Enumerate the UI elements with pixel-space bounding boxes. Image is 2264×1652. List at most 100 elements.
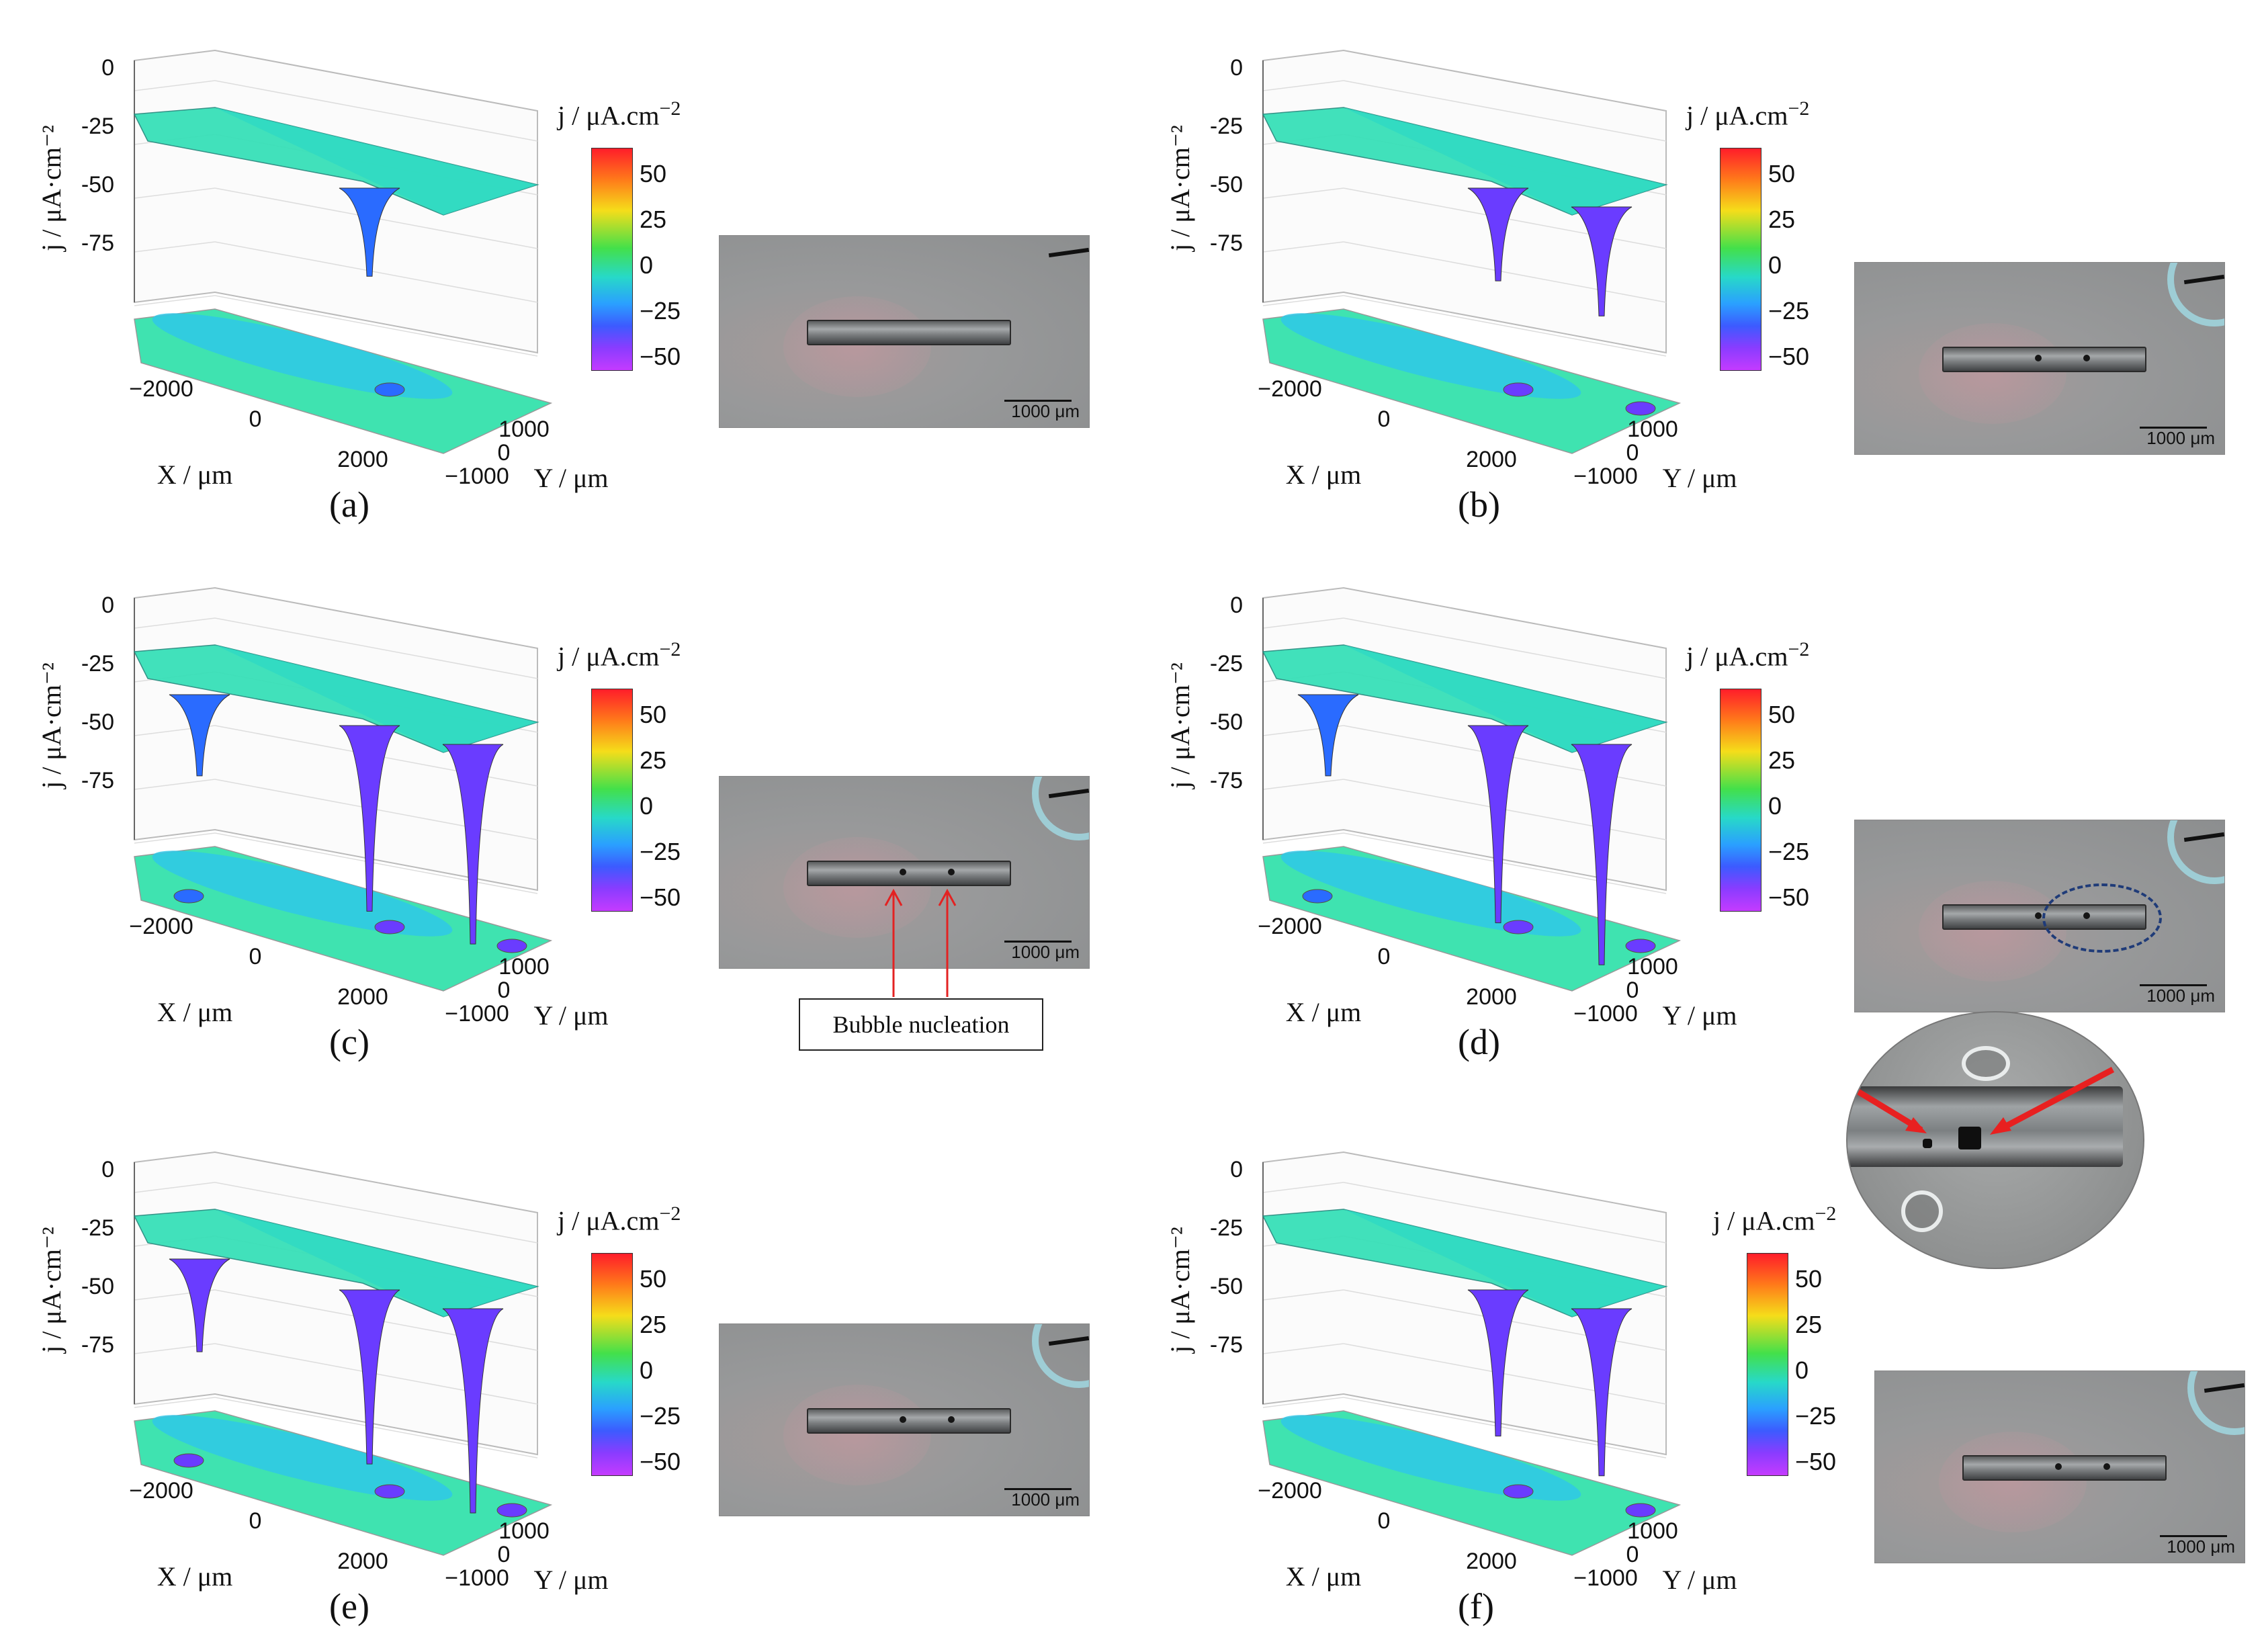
panel-e: 0 -25 -50 -75 j / μA·cm⁻² −2000 0 2000 X / μm 100… (13, 1115, 1122, 1639)
pit-highlight-ellipse (2042, 883, 2162, 953)
colorbar-title-exponent: −2 (659, 97, 681, 120)
surface-plot-b: 0 -25 -50 -75 j / μA·cm⁻² −2000 0 2000 X / μm 100… (1165, 49, 1737, 493)
colorbar (591, 148, 633, 371)
minimum-funnel (339, 187, 400, 277)
current-minimum-2 (1571, 206, 1656, 416)
gridline (1262, 187, 1344, 199)
scale-bar (1004, 941, 1072, 943)
scale-bar-label: 1000 μm (2146, 428, 2215, 448)
z-tick-label: -75 (81, 768, 114, 793)
panel-label: (e) (329, 1586, 369, 1626)
minimum-funnel (339, 725, 400, 912)
y-tick-label: 1000 (1627, 954, 1678, 980)
colorbar-tick-label: 50 (640, 160, 667, 187)
floor-contour-region (1280, 313, 1581, 399)
probe-ring (2187, 1371, 2245, 1435)
colorbar-tick-label: 25 (640, 746, 667, 774)
zoom-arrowhead-right (1990, 1117, 2011, 1135)
floor-contour-region (152, 1415, 453, 1501)
x-tick-label: −2000 (129, 1478, 193, 1504)
gridline (134, 617, 216, 629)
z-tick-label: 0 (1230, 593, 1243, 618)
gridline (134, 1182, 216, 1193)
surface-plot-d: 0 -25 -50 -75 j / μA·cm⁻² −2000 0 2000 X / μm 100… (1165, 586, 1737, 1031)
z-tick-label: 0 (101, 593, 114, 618)
gridline (1343, 617, 1667, 679)
gridline (1262, 617, 1344, 629)
z-tick-label: -50 (1210, 1274, 1243, 1299)
surface-plateau (1344, 1209, 1666, 1317)
z-tick-label: -25 (81, 1215, 114, 1241)
scale-bar-label: 1000 μm (1011, 1489, 1080, 1510)
colorbar-tick-label: 25 (1795, 1311, 1823, 1338)
x-axis-label: X / μm (157, 460, 233, 490)
colorbar-title: j / μA.cm−2 (1686, 97, 1809, 131)
floor-minimum-spot (1503, 1484, 1534, 1499)
z-tick-label: -75 (1210, 768, 1243, 793)
zoom-electrode (1847, 1086, 2123, 1167)
colorbar-tick-label: 25 (1768, 206, 1796, 233)
gridline (1343, 1343, 1667, 1405)
current-minimum-1 (1297, 694, 1359, 904)
gridline (214, 832, 538, 894)
floor-minimum-spot (1302, 889, 1333, 904)
colorbar-title-text: j / μA.cm (558, 100, 660, 131)
z-tick-label: -25 (1210, 114, 1243, 139)
z-tick-label: -50 (81, 1274, 114, 1299)
z-tick-label: -50 (81, 709, 114, 735)
scale-bar (2140, 427, 2207, 429)
y-tick-label: 0 (1626, 977, 1639, 1003)
gridline (1262, 80, 1344, 91)
colorbar-tick-label: −50 (640, 883, 681, 911)
gridline (1262, 241, 1344, 253)
colorbar-tick-label: −50 (640, 343, 681, 370)
surface-plateau (215, 107, 537, 215)
colorbar (1720, 689, 1761, 912)
z-tick-label: -25 (1210, 651, 1243, 677)
floor-minimum-spot (1503, 920, 1534, 934)
panel-label: (b) (1458, 484, 1500, 525)
current-minimum-1 (1467, 1289, 1534, 1499)
scale-bar-label: 1000 μm (1011, 942, 1080, 962)
floor-minimum-spot (1503, 382, 1534, 397)
gridline (1343, 1397, 1667, 1459)
y-tick-label: −1000 (1573, 464, 1638, 489)
floor-minimum-spot (1625, 401, 1656, 416)
x-tick-label: 0 (1378, 406, 1391, 432)
x-tick-label: 2000 (337, 447, 388, 472)
gridline (214, 241, 538, 303)
scale-bar (1004, 400, 1072, 402)
y-axis-label: Y / μm (533, 1565, 608, 1595)
pit-mark (2035, 912, 2042, 919)
y-tick-label: 1000 (498, 954, 550, 980)
probe-ring (1032, 777, 1089, 840)
current-minimum-2 (339, 725, 405, 934)
y-tick-label: 1000 (498, 417, 550, 442)
colorbar-title-exponent: −2 (659, 638, 681, 660)
gridline (1343, 832, 1667, 894)
current-minimum-1 (169, 694, 230, 904)
floor-contour-region (1280, 1415, 1581, 1501)
y-tick-label: 1000 (498, 1518, 550, 1544)
z-tick-label: -25 (81, 114, 114, 139)
current-minimum-3 (1571, 744, 1656, 965)
scale-bar (1004, 1488, 1072, 1490)
probe-ring (2167, 820, 2224, 884)
z-tick-label: -25 (81, 651, 114, 677)
colorbar-tick-label: 50 (640, 701, 667, 728)
colorbar-title-exponent: −2 (1815, 1203, 1837, 1225)
colorbar-title-text: j / μA.cm (1686, 641, 1788, 672)
gridline (134, 1397, 216, 1408)
colorbar-title-exponent: −2 (659, 1203, 681, 1225)
y-tick-label: −1000 (445, 464, 509, 489)
x-tick-label: −2000 (129, 376, 193, 402)
panel-b: 0 -25 -50 -75 j / μA·cm⁻² −2000 0 2000 X / μm 100… (1142, 13, 2251, 537)
colorbar-tick-label: −25 (1768, 297, 1810, 324)
gridline (1343, 241, 1667, 303)
zoom-inset (1846, 1011, 2144, 1269)
colorbar-tick-label: 0 (640, 792, 654, 820)
x-tick-label: −2000 (129, 914, 193, 939)
gridline (134, 295, 216, 306)
optical-micrograph: 1000 μm (1874, 1371, 2245, 1563)
panel-label: (d) (1458, 1022, 1500, 1062)
